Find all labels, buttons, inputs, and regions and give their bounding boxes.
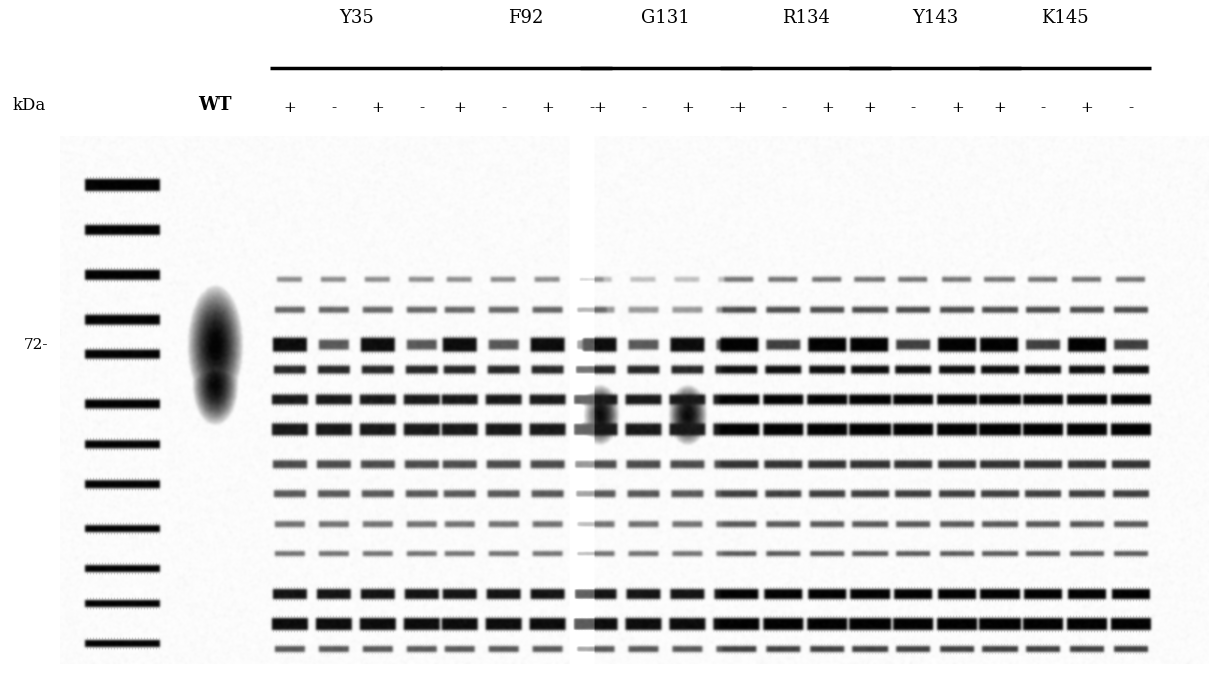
- Text: +: +: [284, 102, 296, 115]
- Text: -: -: [589, 102, 595, 115]
- Text: -: -: [999, 102, 1003, 115]
- Text: -: -: [729, 102, 734, 115]
- Text: -: -: [420, 102, 424, 115]
- Text: -: -: [1128, 102, 1134, 115]
- Text: +: +: [733, 102, 746, 115]
- Text: Y35: Y35: [339, 9, 374, 27]
- Text: +: +: [682, 102, 694, 115]
- Text: +: +: [1081, 102, 1093, 115]
- Text: G131: G131: [641, 9, 690, 27]
- Text: K145: K145: [1041, 9, 1089, 27]
- Text: -: -: [331, 102, 336, 115]
- Text: -: -: [502, 102, 507, 115]
- Text: -: -: [910, 102, 916, 115]
- Text: R134: R134: [781, 9, 829, 27]
- Text: +: +: [594, 102, 606, 115]
- Text: -: -: [869, 102, 874, 115]
- Text: -: -: [1041, 102, 1046, 115]
- Text: WT: WT: [198, 96, 232, 114]
- Text: +: +: [542, 102, 554, 115]
- Text: +: +: [821, 102, 834, 115]
- Text: kDa: kDa: [12, 96, 46, 114]
- Text: -: -: [641, 102, 647, 115]
- Text: +: +: [371, 102, 384, 115]
- Text: -: -: [781, 102, 786, 115]
- Text: +: +: [453, 102, 467, 115]
- Text: Y143: Y143: [913, 9, 959, 27]
- Text: +: +: [863, 102, 875, 115]
- Text: +: +: [993, 102, 1006, 115]
- Text: F92: F92: [508, 9, 544, 27]
- Text: +: +: [951, 102, 964, 115]
- Text: 72-: 72-: [24, 338, 48, 352]
